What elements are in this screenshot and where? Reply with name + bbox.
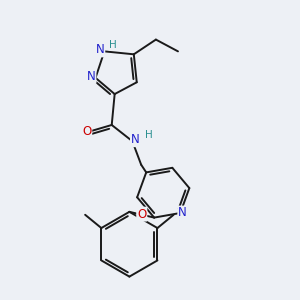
Text: H: H <box>109 40 117 50</box>
Text: N: N <box>87 70 95 83</box>
Text: H: H <box>145 130 152 140</box>
Text: O: O <box>82 125 91 138</box>
Text: N: N <box>131 133 140 146</box>
Text: N: N <box>96 44 104 56</box>
Text: O: O <box>137 208 146 220</box>
Text: N: N <box>178 206 187 220</box>
